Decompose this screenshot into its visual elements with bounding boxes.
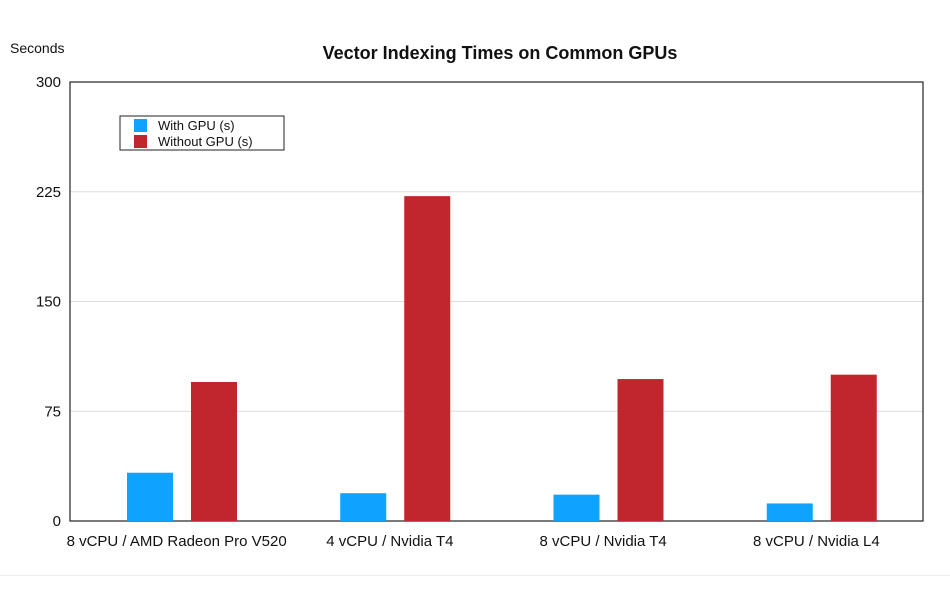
bar-with-gpu [553, 494, 600, 521]
y-axis-label: Seconds [10, 40, 64, 56]
y-tick-label: 225 [36, 184, 61, 201]
y-tick-label: 75 [44, 403, 61, 420]
bar-with-gpu [127, 472, 173, 521]
y-tick-label: 0 [53, 513, 61, 530]
chart-title: Vector Indexing Times on Common GPUs [323, 43, 678, 63]
bottom-divider [0, 575, 950, 576]
legend-label-with-gpu: With GPU (s) [158, 118, 235, 133]
bar-with-gpu [766, 503, 813, 521]
y-tick-label: 300 [36, 74, 61, 91]
legend: With GPU (s) Without GPU (s) [119, 115, 285, 151]
x-tick-label: 4 vCPU / Nvidia T4 [326, 533, 453, 550]
bar-with-gpu [340, 493, 387, 521]
bar-without-gpu [830, 374, 877, 521]
bar-without-gpu [617, 379, 664, 521]
y-axis-ticks: 0 75 150 225 300 [36, 74, 61, 530]
gridlines [70, 191, 923, 412]
bars [127, 196, 877, 521]
y-tick-label: 150 [36, 294, 61, 311]
bar-without-gpu [404, 196, 451, 521]
bar-without-gpu [191, 381, 237, 521]
legend-box [119, 115, 285, 151]
plot-frame [69, 81, 924, 522]
x-tick-label: 8 vCPU / AMD Radeon Pro V520 [67, 533, 287, 550]
legend-swatch-with-gpu [134, 119, 147, 132]
x-tick-label: 8 vCPU / Nvidia T4 [539, 533, 666, 550]
x-axis-ticks: 8 vCPU / AMD Radeon Pro V520 4 vCPU / Nvi… [67, 533, 880, 550]
x-tick-label: 8 vCPU / Nvidia L4 [753, 533, 880, 550]
legend-swatch-without-gpu [134, 135, 147, 148]
legend-label-without-gpu: Without GPU (s) [158, 134, 253, 149]
